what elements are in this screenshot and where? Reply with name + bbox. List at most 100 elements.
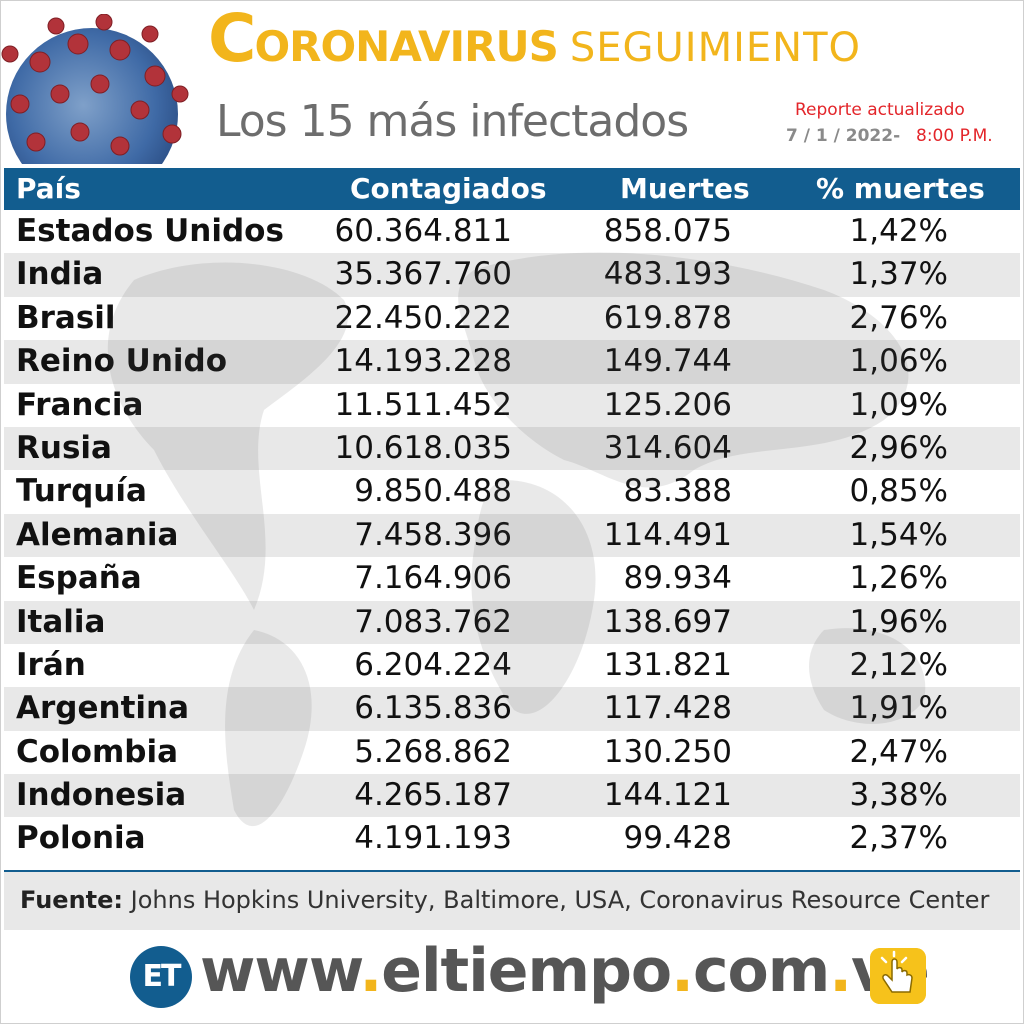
logo: ET — [130, 946, 192, 1008]
url-dot: . — [359, 936, 382, 1006]
cell-country: Alemania — [16, 516, 179, 553]
website-link[interactable]: www.eltiempo.com.ve — [200, 936, 930, 1006]
source-text: Fuente: Johns Hopkins University, Baltim… — [20, 886, 989, 914]
cell-country: Argentina — [16, 690, 189, 727]
cell-deaths: 138.697 — [603, 603, 732, 640]
cell-cases: 7.458.396 — [354, 516, 512, 553]
page-title: CORONAVIRUS SEGUIMIENTO — [208, 6, 861, 72]
cell-country: Estados Unidos — [16, 213, 284, 249]
cell-cases: 6.135.836 — [354, 690, 512, 727]
column-header-deaths: Muertes — [620, 172, 750, 205]
cell-pct: 1,37% — [849, 256, 948, 293]
cell-pct: 1,91% — [849, 690, 948, 727]
table-row: Reino Unido 14.193.228 149.744 1,06% — [4, 340, 1020, 384]
url-part: www — [200, 936, 360, 1006]
cell-deaths: 130.250 — [603, 733, 732, 770]
cell-pct: 1,09% — [849, 386, 948, 423]
cell-cases: 4.265.187 — [354, 777, 512, 814]
cell-pct: 1,54% — [849, 516, 948, 553]
column-header-country: País — [16, 172, 81, 205]
table-row: Brasil 22.450.222 619.878 2,76% — [4, 297, 1020, 340]
cell-pct: 1,06% — [849, 343, 948, 380]
title-initial: C — [208, 0, 256, 77]
cell-deaths: 858.075 — [603, 213, 732, 249]
cell-deaths: 314.604 — [603, 429, 732, 466]
cell-cases: 7.083.762 — [354, 603, 512, 640]
source-bar: Fuente: Johns Hopkins University, Baltim… — [4, 872, 1020, 930]
cell-cases: 60.364.811 — [334, 213, 513, 249]
report-time: 8:00 P.M. — [916, 126, 993, 146]
title-suffix: SEGUIMIENTO — [569, 25, 861, 71]
column-header-death-rate: % muertes — [816, 172, 985, 205]
cell-cases: 10.618.035 — [334, 429, 513, 466]
cell-deaths: 125.206 — [603, 386, 732, 423]
table-row: Italia 7.083.762 138.697 1,96% — [4, 600, 1020, 644]
cell-pct: 1,96% — [849, 603, 948, 640]
table-row: Indonesia 4.265.187 144.121 3,38% — [4, 774, 1020, 818]
table-row: Turquía 9.850.488 83.388 0,85% — [4, 470, 1020, 513]
url-dot: . — [829, 936, 852, 1006]
column-header-cases: Contagiados — [350, 172, 547, 205]
cell-country: India — [16, 256, 104, 293]
cell-country: Francia — [16, 386, 144, 423]
cell-country: Reino Unido — [16, 343, 228, 380]
cell-cases: 5.268.862 — [354, 733, 512, 770]
table-row: Polonia 4.191.193 99.428 2,37% — [4, 817, 1020, 860]
table-row: Irán 6.204.224 131.821 2,12% — [4, 644, 1020, 687]
cell-deaths: 131.821 — [603, 646, 732, 683]
footer: ET www.eltiempo.com.ve — [4, 930, 1020, 1020]
cell-country: Brasil — [16, 299, 116, 336]
cell-country: Irán — [16, 646, 86, 683]
cell-pct: 2,47% — [849, 733, 948, 770]
cell-deaths: 117.428 — [603, 690, 732, 727]
cell-pct: 2,76% — [849, 299, 948, 336]
table-row: España 7.164.906 89.934 1,26% — [4, 557, 1020, 600]
cell-cases: 4.191.193 — [354, 820, 512, 857]
cell-deaths: 483.193 — [603, 256, 732, 293]
table-header: País Contagiados Muertes % muertes — [4, 168, 1020, 210]
cell-country: Polonia — [16, 820, 146, 857]
cell-cases: 7.164.906 — [354, 560, 512, 597]
table-row: Argentina 6.135.836 117.428 1,91% — [4, 687, 1020, 731]
source-label: Fuente: — [20, 886, 123, 914]
table-divider — [4, 870, 1020, 872]
url-part: eltiempo — [381, 936, 672, 1006]
title-main: ORONAVIRUS — [254, 22, 558, 71]
cell-deaths: 83.388 — [623, 473, 732, 510]
url-part: com — [692, 936, 830, 1006]
cell-deaths: 149.744 — [603, 343, 732, 380]
cell-pct: 1,26% — [849, 560, 948, 597]
cell-country: Italia — [16, 603, 106, 640]
table-row: Francia 11.511.452 125.206 1,09% — [4, 384, 1020, 427]
cell-cases: 35.367.760 — [334, 256, 513, 293]
cell-country: Indonesia — [16, 777, 187, 814]
cell-deaths: 144.121 — [603, 777, 732, 814]
table-row: Estados Unidos 60.364.811 858.075 1,42% — [4, 210, 1020, 253]
url-dot: . — [671, 936, 694, 1006]
table-body: Estados Unidos 60.364.811 858.075 1,42% Indi… — [4, 210, 1020, 860]
cell-cases: 9.850.488 — [354, 473, 512, 510]
cell-pct: 2,37% — [849, 820, 948, 857]
cell-cases: 22.450.222 — [334, 299, 513, 336]
coronavirus-icon — [1, 14, 189, 164]
report-date: 7 / 1 / 2022- — [786, 126, 901, 146]
cell-deaths: 114.491 — [603, 516, 732, 553]
cell-country: España — [16, 560, 142, 597]
cell-country: Turquía — [16, 473, 147, 510]
cell-pct: 0,85% — [849, 473, 948, 510]
cell-pct: 2,12% — [849, 646, 948, 683]
source-value: Johns Hopkins University, Baltimore, USA… — [123, 886, 990, 914]
table-row: Alemania 7.458.396 114.491 1,54% — [4, 513, 1020, 558]
cell-cases: 6.204.224 — [354, 646, 512, 683]
cell-deaths: 619.878 — [603, 299, 732, 336]
cell-pct: 3,38% — [849, 777, 948, 814]
cell-pct: 2,96% — [849, 429, 948, 466]
table-row: India 35.367.760 483.193 1,37% — [4, 253, 1020, 297]
cell-country: Rusia — [16, 429, 112, 466]
cell-deaths: 89.934 — [623, 560, 732, 597]
cell-cases: 14.193.228 — [334, 343, 513, 380]
report-label: Reporte actualizado — [795, 100, 965, 120]
cell-deaths: 99.428 — [623, 820, 732, 857]
page-subtitle: Los 15 más infectados — [216, 96, 689, 147]
cell-country: Colombia — [16, 733, 179, 770]
